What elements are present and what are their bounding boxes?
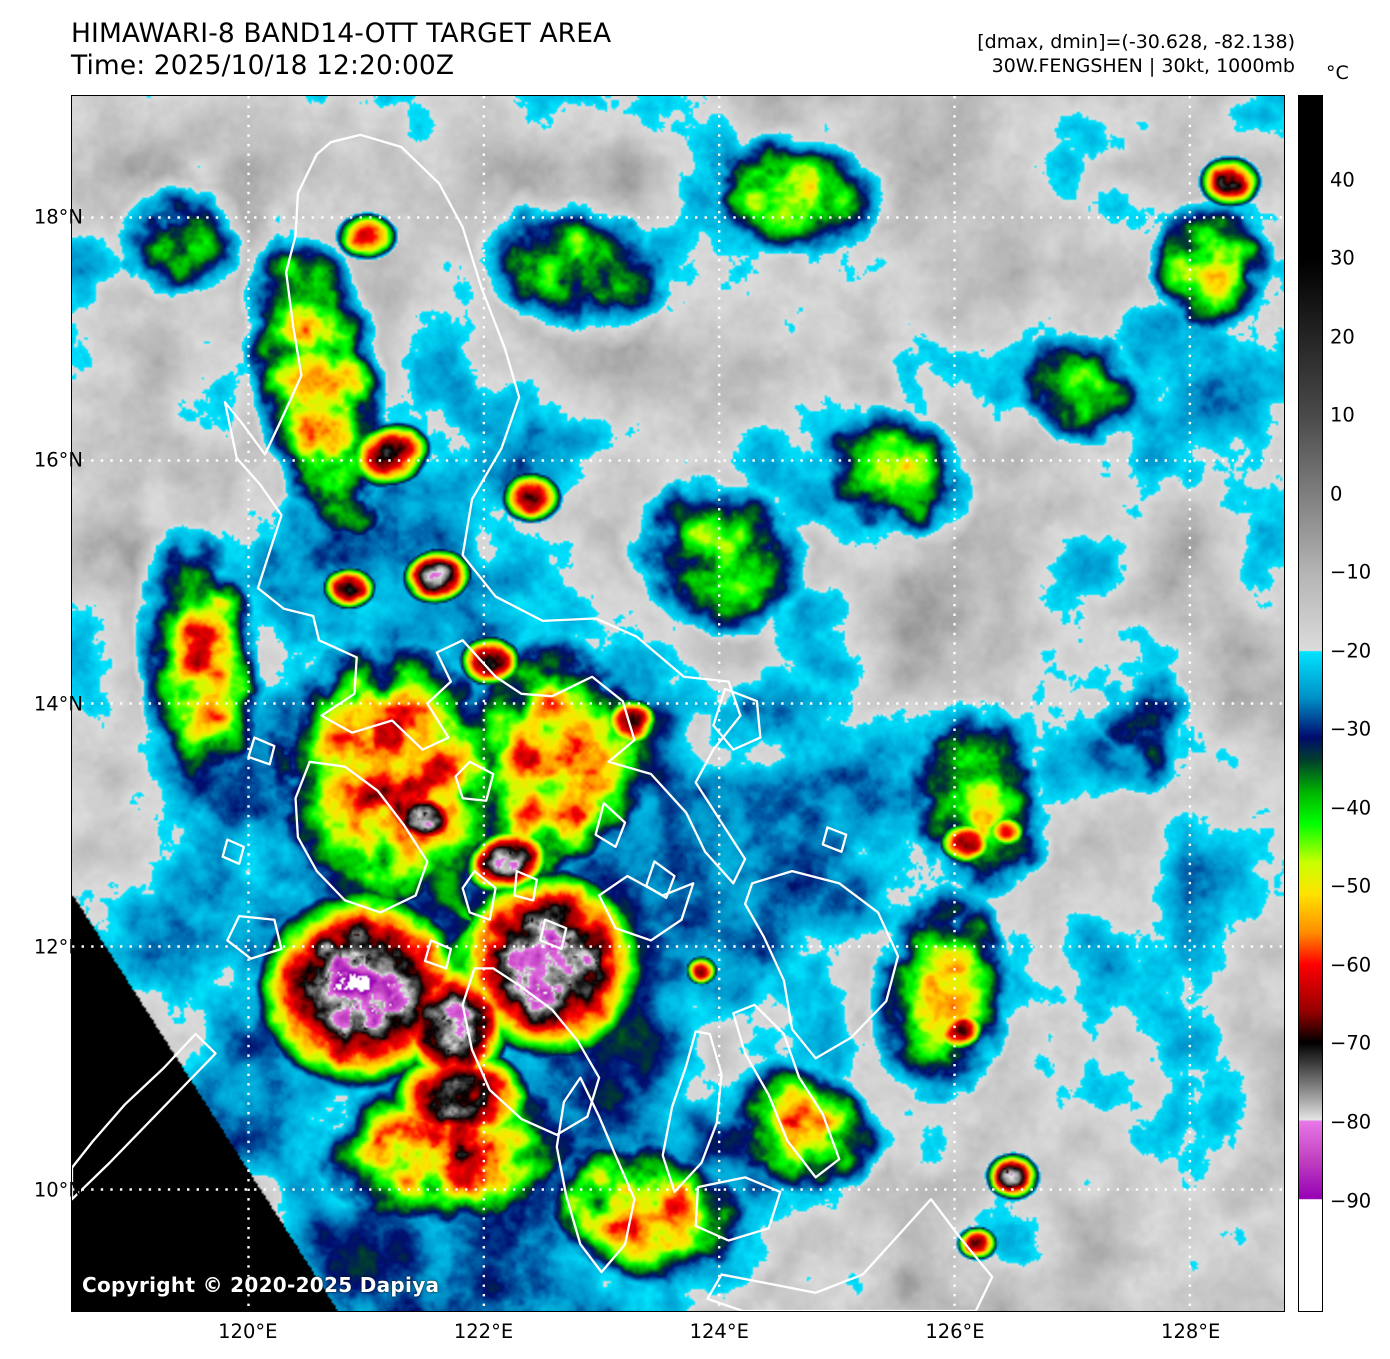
x-axis-tick-label: 122°E	[453, 1320, 514, 1343]
title-main: HIMAWARI-8 BAND14-OTT TARGET AREA	[71, 18, 612, 49]
colorbar-tick-label: 20	[1330, 325, 1355, 349]
colorbar-tick-label: −80	[1330, 1110, 1372, 1134]
colorbar-tick-label: −10	[1330, 560, 1372, 584]
colorbar-tick-label: 10	[1330, 403, 1355, 427]
colorbar-tick-label: −20	[1330, 639, 1372, 663]
colorbar-tick-label: −60	[1330, 953, 1372, 977]
satellite-image-panel[interactable]: Copyright © 2020-2025 Dapiya	[71, 95, 1285, 1312]
colorbar-gradient	[1299, 96, 1322, 1311]
y-axis-tick-label: 12°N	[33, 935, 83, 959]
colorbar-unit-label: °C	[1326, 62, 1349, 84]
satellite-imagery-canvas	[72, 96, 1284, 1311]
y-axis-tick-label: 14°N	[33, 692, 83, 715]
x-axis-tick-label: 126°E	[925, 1320, 985, 1343]
colorbar-tick-label: 0	[1330, 482, 1343, 506]
colorbar-tick-label: −40	[1330, 796, 1372, 820]
x-axis-tick-label: 124°E	[689, 1320, 749, 1343]
dminmax-text: [dmax, dmin]=(-30.628, -82.138)	[977, 31, 1295, 53]
colorbar-tick-label: 40	[1330, 168, 1355, 192]
y-axis-tick-label: 18°N	[33, 205, 83, 229]
title-timestamp: Time: 2025/10/18 12:20:00Z	[71, 50, 455, 82]
x-axis-tick-label: 120°E	[218, 1320, 278, 1343]
x-axis-tick-label: 128°E	[1161, 1320, 1221, 1343]
colorbar-tick-label: −30	[1330, 717, 1372, 741]
page-title: HIMAWARI-8 BAND14-OTT TARGET AREA Time: …	[71, 18, 611, 83]
metadata-block: [dmax, dmin]=(-30.628, -82.138) 30W.FENG…	[977, 30, 1295, 79]
copyright-text: Copyright © 2020-2025 Dapiya	[82, 1273, 440, 1297]
colorbar-tick-label: 30	[1330, 246, 1355, 270]
y-axis-tick-label: 10°N	[33, 1178, 83, 1202]
colorbar	[1298, 95, 1323, 1312]
colorbar-tick-label: −90	[1330, 1189, 1372, 1212]
y-axis-tick-label: 16°N	[33, 448, 83, 472]
storm-info-text: 30W.FENGSHEN | 30kt, 1000mb	[991, 55, 1295, 78]
colorbar-tick-label: −70	[1330, 1031, 1372, 1055]
colorbar-tick-label: −50	[1330, 874, 1372, 898]
